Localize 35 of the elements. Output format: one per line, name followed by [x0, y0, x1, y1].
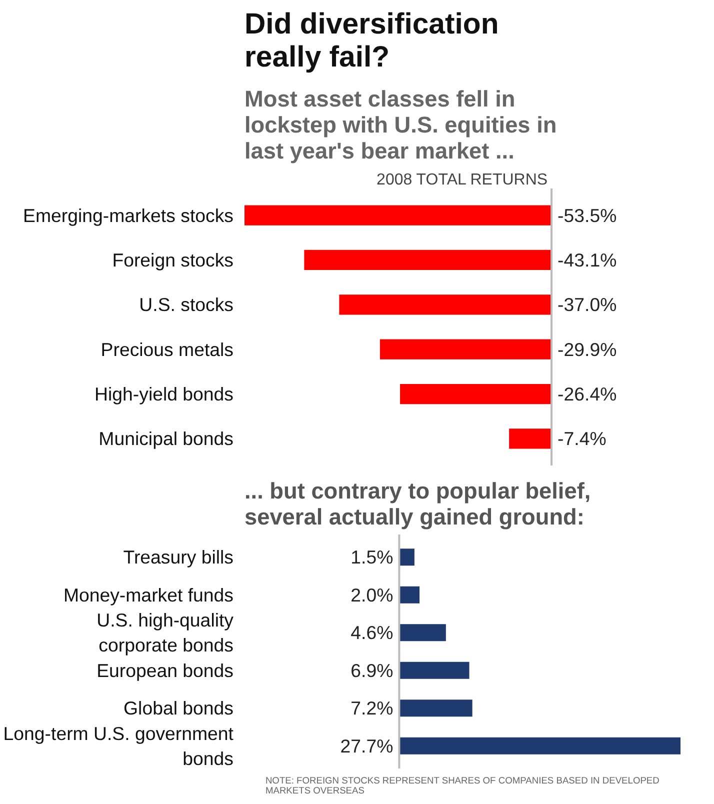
y-tick-label: Global bonds [124, 698, 234, 719]
data-label: 2.0% [350, 584, 394, 606]
y-tick-label: U.S. high-quality corporate bonds [96, 610, 234, 656]
chart-subtitle: Most asset classes fell in lockstep with U.S. equities in last year's bear market ... [244, 86, 557, 164]
y-tick-label: Treasury bills [123, 546, 234, 568]
chart-title: ... but contrary to popular belief, several actually gained ground: [244, 478, 591, 530]
x-axis-title: 2008 TOTAL RETURNS [376, 172, 548, 188]
y-tick-label: European bonds [96, 660, 234, 681]
y-tick-label: Foreign stocks [112, 249, 234, 270]
data-label: -43.1% [558, 249, 617, 270]
bar [399, 737, 680, 754]
data-label: 6.9% [350, 660, 394, 681]
text: NOTE: FOREIGN STOCKS REPRESENT SHARES OF COMPANIES BASED IN DEVELOPED MARKETS OVERSEAS [265, 776, 660, 796]
bar [399, 586, 420, 604]
y-tick-label: Emerging-markets stocks [23, 204, 234, 226]
data-label: 1.5% [350, 546, 394, 568]
data-label: -29.9% [558, 338, 617, 360]
y-tick-label: U.S. stocks [139, 294, 234, 316]
bar [399, 700, 472, 717]
y-tick-label: High-yield bonds [94, 384, 234, 405]
y-tick-label: Precious metals [100, 338, 234, 360]
y-tick-label: Long-term U.S. government bonds [3, 722, 234, 769]
data-label: 4.6% [350, 622, 394, 644]
data-label: -53.5% [558, 204, 617, 226]
y-tick-label: Municipal bonds [98, 428, 234, 450]
data-label: -26.4% [558, 384, 617, 405]
data-label: 7.2% [350, 698, 394, 719]
data-label: -37.0% [558, 294, 617, 316]
bar [399, 624, 446, 642]
chart-title: Did diversification really fail? [244, 8, 499, 74]
bar [399, 548, 414, 566]
data-label: -7.4% [558, 428, 606, 450]
data-label: 27.7% [340, 735, 394, 756]
y-tick-label: Money-market funds [63, 584, 234, 606]
bar [399, 662, 470, 679]
